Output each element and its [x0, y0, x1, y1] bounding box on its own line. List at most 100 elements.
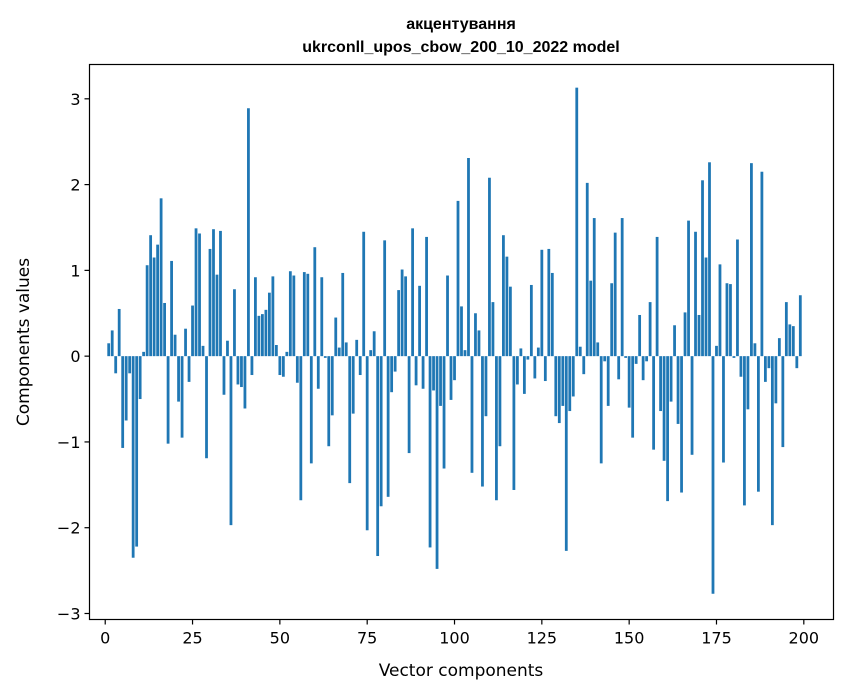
- bar: [351, 356, 355, 414]
- bar: [697, 314, 701, 357]
- bars-group: [107, 87, 802, 594]
- bar: [428, 356, 432, 548]
- bar: [571, 356, 575, 397]
- bar: [177, 356, 180, 402]
- x-tick-label: 100: [439, 629, 470, 648]
- bar: [219, 230, 222, 357]
- bar: [540, 249, 544, 357]
- x-tick-label: 75: [357, 629, 377, 648]
- bar: [208, 248, 212, 357]
- bar: [659, 356, 662, 412]
- bar: [107, 343, 111, 357]
- bar: [205, 356, 208, 459]
- bar: [791, 326, 795, 357]
- bar: [690, 356, 694, 455]
- bar: [774, 356, 778, 404]
- bar: [288, 271, 292, 357]
- bar: [753, 343, 757, 357]
- bar: [620, 218, 624, 357]
- bar: [481, 356, 484, 487]
- bar: [488, 177, 491, 357]
- bar: [184, 328, 187, 357]
- bar: [725, 283, 729, 357]
- bar: [683, 312, 687, 357]
- bar: [460, 306, 463, 357]
- bar: [397, 290, 401, 357]
- bar: [264, 309, 268, 357]
- bar: [124, 356, 128, 421]
- bar: [358, 356, 362, 376]
- bar: [746, 356, 750, 410]
- bar: [652, 356, 656, 450]
- bar: [547, 248, 551, 357]
- bar: [512, 356, 516, 490]
- bar: [439, 356, 442, 406]
- x-tick-label: 50: [270, 629, 290, 648]
- x-tick-label: 175: [701, 629, 732, 648]
- bar: [362, 231, 366, 357]
- bar: [763, 356, 767, 382]
- x-tick-label: 150: [614, 629, 645, 648]
- bar: [502, 235, 505, 357]
- bar: [393, 356, 397, 372]
- y-tick-label: 3: [70, 90, 80, 109]
- bar: [334, 317, 338, 357]
- bar: [110, 330, 114, 357]
- bar: [592, 218, 596, 357]
- bar: [582, 356, 586, 375]
- bar: [386, 356, 390, 497]
- bar: [229, 356, 233, 526]
- bar: [509, 286, 512, 357]
- bar: [121, 356, 125, 448]
- bar: [348, 356, 352, 484]
- bar: [149, 235, 153, 357]
- bar: [606, 356, 610, 406]
- bar: [306, 273, 310, 357]
- bar: [198, 233, 201, 357]
- bar: [390, 356, 394, 393]
- bar: [254, 277, 257, 357]
- bar: [355, 339, 359, 357]
- bar: [313, 247, 317, 357]
- bar: [673, 325, 676, 357]
- chart-title: акцентування: [406, 16, 516, 33]
- y-tick-label: 0: [70, 347, 80, 366]
- bar: [173, 334, 177, 357]
- bar: [634, 356, 638, 364]
- bar: [411, 228, 414, 357]
- x-tick-label: 125: [527, 629, 558, 648]
- bar: [477, 330, 481, 357]
- bar: [568, 356, 572, 412]
- y-axis-ticks: −3 −2 −1 0 1 2 3: [57, 90, 90, 623]
- bar: [484, 356, 488, 417]
- bar: [526, 356, 530, 360]
- bar: [327, 356, 331, 447]
- bar: [743, 356, 746, 506]
- bar: [163, 302, 166, 357]
- bar: [777, 338, 781, 357]
- bar: [278, 356, 282, 376]
- bar: [131, 356, 135, 558]
- bar: [435, 356, 439, 569]
- bar: [299, 356, 303, 501]
- bar: [722, 356, 725, 463]
- bar: [624, 356, 628, 358]
- y-tick-label: 1: [70, 261, 80, 280]
- bar: [407, 356, 411, 454]
- bar: [599, 356, 603, 464]
- bar: [795, 356, 799, 369]
- bar: [233, 289, 236, 357]
- bar: [739, 356, 743, 377]
- bar: [418, 285, 421, 357]
- bar: [114, 356, 118, 374]
- bar: [533, 356, 537, 379]
- bar: [421, 356, 425, 389]
- bar: [117, 308, 121, 357]
- bar: [784, 302, 788, 357]
- bar: [711, 356, 715, 594]
- y-axis-label: Components values: [14, 258, 34, 426]
- bar: [261, 314, 264, 357]
- bar: [638, 314, 642, 357]
- bar: [505, 256, 509, 357]
